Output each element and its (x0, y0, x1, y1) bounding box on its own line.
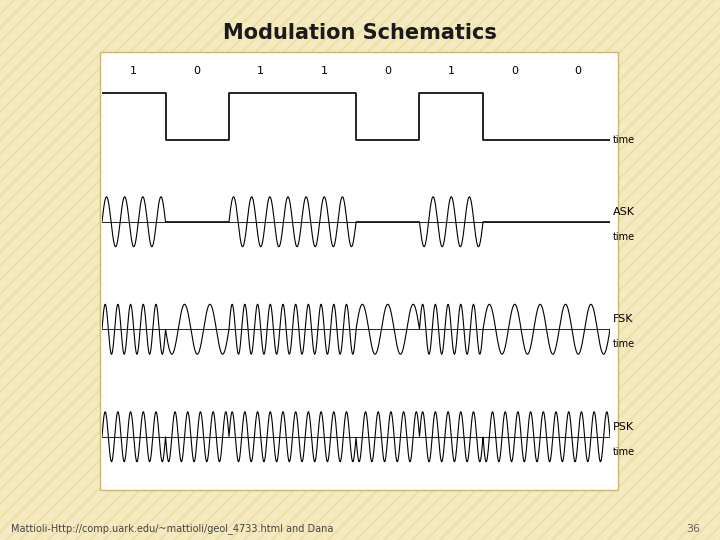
Text: 0: 0 (575, 66, 582, 76)
Text: time: time (613, 339, 634, 349)
Text: PSK: PSK (613, 422, 634, 432)
Text: Modulation Schematics: Modulation Schematics (223, 23, 497, 44)
Bar (100, 52, 618, 490)
Text: 1: 1 (320, 66, 328, 76)
Text: 0: 0 (194, 66, 201, 76)
Text: Mattioli-Http://comp.uark.edu/~mattioli/geol_4733.html and Dana: Mattioli-Http://comp.uark.edu/~mattioli/… (11, 523, 333, 534)
Text: ASK: ASK (613, 207, 634, 217)
Text: 0: 0 (384, 66, 391, 76)
Text: 1: 1 (448, 66, 455, 76)
Text: 0: 0 (511, 66, 518, 76)
Text: time: time (613, 136, 634, 145)
Text: FSK: FSK (613, 314, 633, 324)
Text: 1: 1 (130, 66, 138, 76)
Text: 36: 36 (686, 523, 700, 534)
Text: 1: 1 (257, 66, 264, 76)
Text: time: time (613, 232, 634, 242)
Text: time: time (613, 447, 634, 457)
